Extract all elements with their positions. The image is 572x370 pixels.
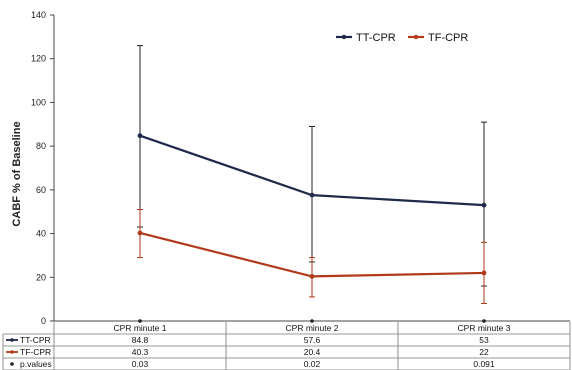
x-tick-dot [310,319,314,323]
table-value-cell: 53 [479,335,489,345]
table-value-cell: 22 [479,347,489,357]
table-header-cell: CPR minute 3 [458,323,511,333]
table-value-cell: 57.6 [304,335,321,345]
error-bars [137,45,487,305]
table-row-marker [10,338,14,342]
table-value-cell: 0.02 [304,359,321,369]
data-point [481,202,487,208]
data-table: CPR minute 1 CPR minute 2 CPR minute 3 TT-C… [2,322,571,370]
y-tick-label: 0 [41,316,46,326]
table-value-cell: 20.4 [304,347,321,357]
y-axis-label: CABF % of Baseline [11,121,23,226]
table-row-label: TF-CPR [20,347,51,357]
legend-marker [341,34,347,40]
table-value-cell: 0.091 [473,359,495,369]
table-row-marker [10,350,14,354]
data-point [137,230,143,236]
legend: TT-CPR TF-CPR [336,32,468,44]
data-point [137,133,143,139]
x-tick-dot [138,319,142,323]
y-tick-label: 80 [36,141,46,151]
series-lines [137,133,487,279]
y-tick-labels: 0 20 40 60 80 100 120 140 [31,10,46,326]
table-row-marker [10,362,14,366]
table-value-cell: 40.3 [132,347,149,357]
table-header-cell: CPR minute 1 [114,323,167,333]
table-row-label: TT-CPR [20,335,51,345]
data-point [481,270,487,276]
y-tick-label: 40 [36,229,46,239]
legend-label: TF-CPR [428,32,468,44]
x-tick-dot [482,319,486,323]
axes [50,14,570,323]
y-tick-label: 120 [31,54,46,64]
legend-label: TT-CPR [356,32,396,44]
table-value-cell: 0.03 [132,359,149,369]
y-tick-label: 100 [31,97,46,107]
table-header-cell: CPR minute 2 [286,323,339,333]
legend-marker [413,34,419,40]
data-point [309,192,315,198]
y-tick-label: 140 [31,10,46,20]
data-point [309,274,315,279]
table-row-label: p.values [20,359,52,369]
table-value-cell: 84.8 [132,335,149,345]
y-tick-label: 20 [36,272,46,282]
y-tick-label: 60 [36,185,46,195]
